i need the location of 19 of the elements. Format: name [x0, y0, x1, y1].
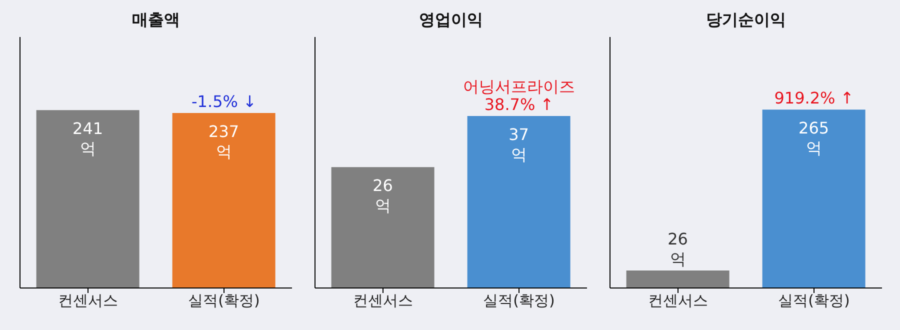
chart-title: 영업이익 [418, 10, 484, 31]
chart-title: 매출액 [131, 10, 181, 31]
data-label: 265 억 [798, 118, 830, 158]
annotation: 어닝서프라이즈 [463, 77, 575, 96]
data-label: 26 억 [668, 230, 688, 269]
data-label: 37 억 [508, 125, 529, 164]
annotation: 919.2% ↑ [774, 88, 854, 108]
x-tick-label: 컨센서스 [648, 292, 708, 310]
x-tick-label: 컨센서스 [58, 292, 118, 310]
x-tick-label: 실적(확정) [188, 292, 260, 310]
x-tick-label: 실적(확정) [483, 292, 555, 310]
annotation: 38.7% ↑ [484, 95, 554, 114]
x-tick-label: 실적(확정) [778, 292, 850, 310]
annotation: -1.5% ↓ [192, 92, 256, 112]
chart-title: 당기순이익 [705, 10, 787, 31]
data-label: 237 억 [208, 122, 240, 162]
x-tick-label: 컨센서스 [353, 292, 413, 310]
data-label: 241 억 [72, 119, 104, 158]
data-label: 26 억 [372, 176, 393, 216]
